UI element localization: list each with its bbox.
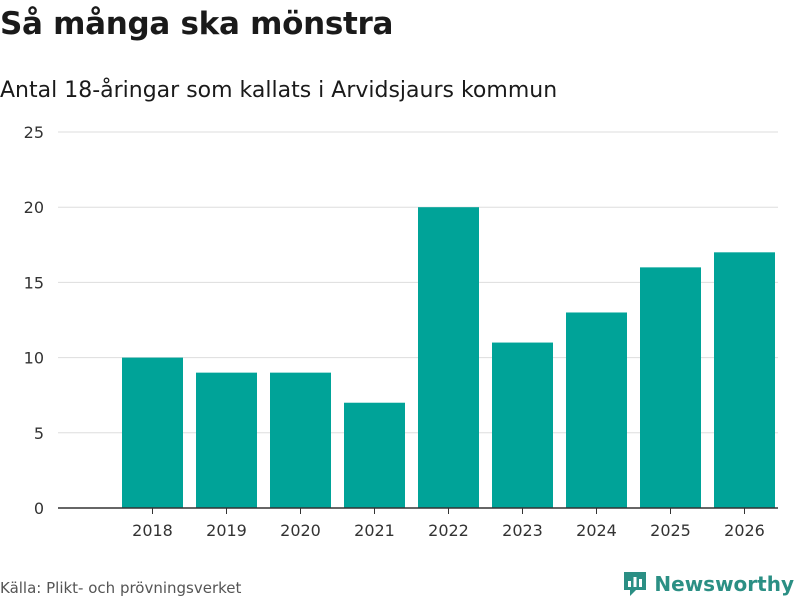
bar-2023	[492, 342, 553, 508]
brand-logo[interactable]: Newsworthy	[622, 570, 794, 598]
source-note: Källa: Plikt- och prövningsverket	[0, 579, 242, 597]
x-tick-label-2018: 2018	[132, 521, 173, 540]
y-tick-label-25: 25	[24, 123, 44, 142]
bar-2022	[418, 207, 479, 508]
bar-2021	[344, 402, 405, 508]
brand-name: Newsworthy	[654, 572, 794, 596]
y-tick-label-0: 0	[34, 499, 44, 518]
bar-2020	[270, 372, 331, 508]
x-tick-label-2022: 2022	[428, 521, 469, 540]
x-tick-label-2023: 2023	[502, 521, 543, 540]
x-tick-label-2025: 2025	[650, 521, 691, 540]
x-tick-label-2024: 2024	[576, 521, 617, 540]
chart-title: Så många ska mönstra	[0, 6, 394, 42]
y-tick-label-5: 5	[34, 424, 44, 443]
y-tick-label-20: 20	[24, 198, 44, 217]
y-tick-label-15: 15	[24, 273, 44, 292]
bar-2018	[122, 357, 183, 508]
chart-subtitle: Antal 18-åringar som kallats i Arvidsjau…	[0, 78, 558, 103]
x-tick-label-2021: 2021	[354, 521, 395, 540]
bar-2024	[566, 312, 627, 508]
x-tick-label-2020: 2020	[280, 521, 321, 540]
bar-2026	[714, 252, 775, 508]
bar-2025	[640, 267, 701, 508]
x-tick-label-2026: 2026	[724, 521, 765, 540]
newsworthy-logo-icon	[624, 572, 647, 596]
x-tick-label-2019: 2019	[206, 521, 247, 540]
y-tick-label-10: 10	[24, 349, 44, 368]
bar-2019	[196, 372, 257, 508]
